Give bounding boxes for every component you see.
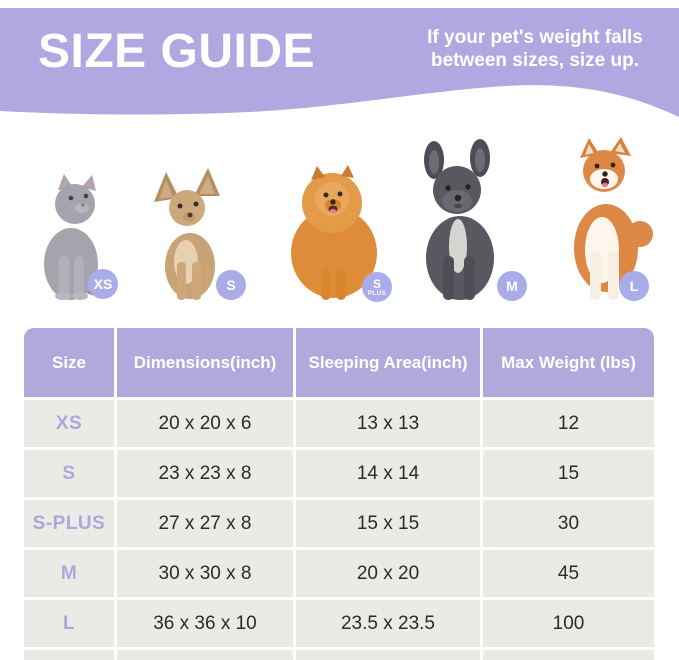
table-cell-size-s-plus: S-PLUS xyxy=(24,500,114,547)
page-title: SIZE GUIDE xyxy=(38,25,316,78)
table-cell-dimensions-l: 36 x 36 x 10 xyxy=(117,600,293,647)
table-cell-sleeping-area-l: 23.5 x 23.5 xyxy=(296,600,480,647)
table-cell-max-weight-s-plus: 30 xyxy=(483,500,654,547)
table-bottom-edge xyxy=(296,650,480,660)
size-badge-m: M xyxy=(497,271,527,301)
column-header-sleeping-area: Sleeping Area(inch) xyxy=(296,328,480,397)
size-badge-s-label: S xyxy=(226,277,236,293)
chihuahua-image xyxy=(146,168,228,300)
header-note: If your pet's weight falls between sizes… xyxy=(417,26,653,72)
size-badge-s: S xyxy=(216,270,246,300)
table-bottom-edge xyxy=(117,650,293,660)
header-note-line2: between sizes, size up. xyxy=(430,50,640,71)
table-cell-sleeping-area-s-plus: 15 x 15 xyxy=(296,500,480,547)
table-cell-size-m: M xyxy=(24,550,114,597)
column-header-size: Size xyxy=(24,328,114,397)
table-cell-max-weight-m: 45 xyxy=(483,550,654,597)
table-cell-size-xs: XS xyxy=(24,400,114,447)
table-cell-sleeping-area-xs: 13 x 13 xyxy=(296,400,480,447)
banner-wave-shape xyxy=(0,8,679,117)
table-cell-size-l: L xyxy=(24,600,114,647)
table-cell-dimensions-s-plus: 27 x 27 x 8 xyxy=(117,500,293,547)
table-cell-max-weight-l: 100 xyxy=(483,600,654,647)
size-badge-s-plus-label: S xyxy=(372,276,381,291)
header-wave-banner xyxy=(0,8,679,117)
size-badge-l: L xyxy=(619,271,649,301)
table-cell-max-weight-s: 15 xyxy=(483,450,654,497)
size-table: Size Dimensions(inch) Sleeping Area(inch… xyxy=(24,328,654,660)
header-note-line1: If your pet's weight falls xyxy=(427,27,643,48)
size-badge-m-label: M xyxy=(506,278,518,294)
column-header-max-weight: Max Weight (lbs) xyxy=(483,328,654,397)
table-cell-max-weight-xs: 12 xyxy=(483,400,654,447)
size-badge-xs-label: XS xyxy=(93,276,113,292)
table-cell-sleeping-area-s: 14 x 14 xyxy=(296,450,480,497)
pomeranian-image xyxy=(284,158,380,300)
size-badge-xs: XS xyxy=(88,269,118,299)
cat-image xyxy=(30,174,112,300)
table-bottom-edge xyxy=(24,650,114,660)
table-cell-size-s: S xyxy=(24,450,114,497)
size-badge-s-plus-sublabel: PLUS xyxy=(367,289,387,297)
table-cell-dimensions-m: 30 x 30 x 8 xyxy=(117,550,293,597)
table-bottom-edge xyxy=(483,650,654,660)
table-cell-dimensions-xs: 20 x 20 x 6 xyxy=(117,400,293,447)
table-cell-sleeping-area-m: 20 x 20 xyxy=(296,550,480,597)
french-bulldog-image xyxy=(408,138,510,300)
column-header-dimensions: Dimensions(inch) xyxy=(117,328,293,397)
table-cell-dimensions-s: 23 x 23 x 8 xyxy=(117,450,293,497)
size-badge-l-label: L xyxy=(629,278,639,294)
size-badge-s-plus: S PLUS xyxy=(362,272,392,302)
shiba-inu-image xyxy=(554,136,656,300)
